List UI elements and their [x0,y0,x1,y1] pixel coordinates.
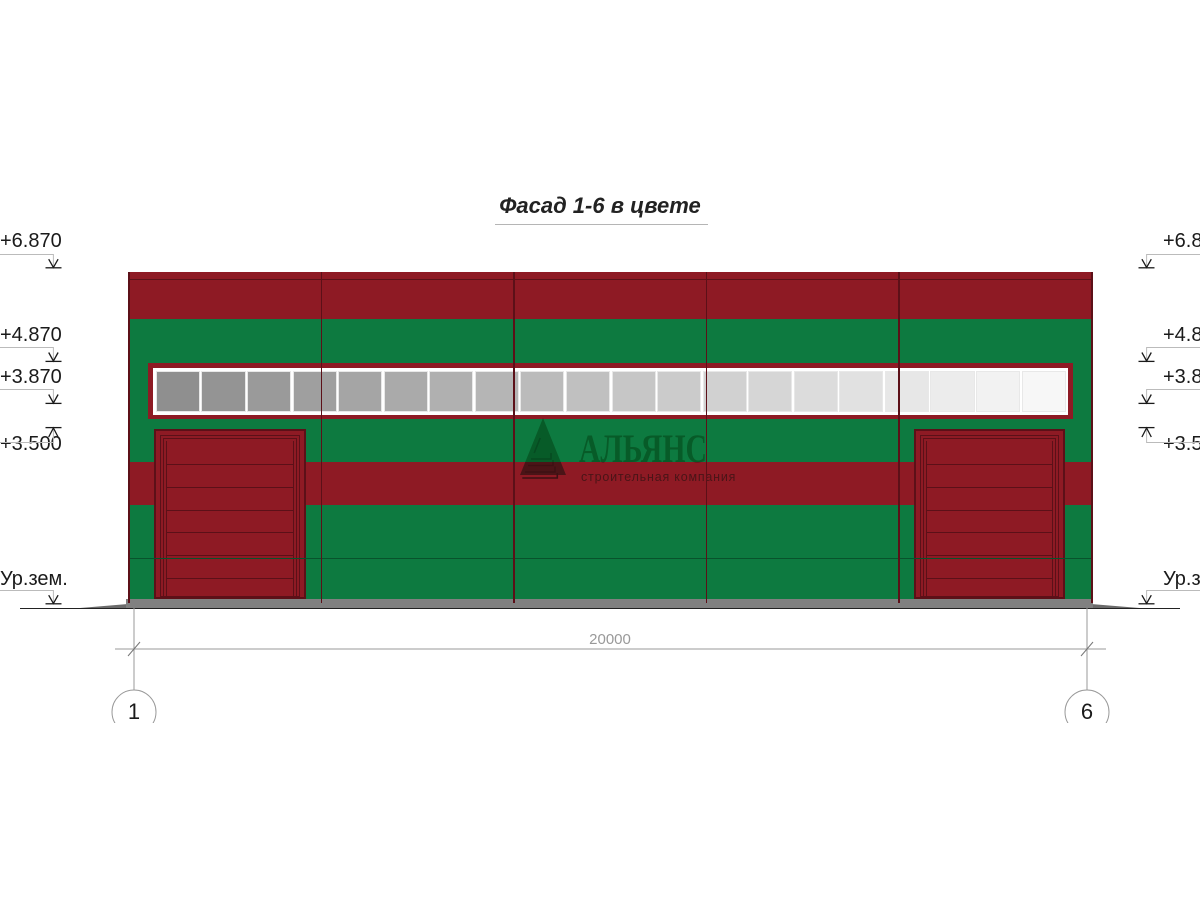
svg-text:20000: 20000 [589,631,631,648]
svg-text:1: 1 [128,699,140,723]
svg-text:6: 6 [1081,699,1093,723]
